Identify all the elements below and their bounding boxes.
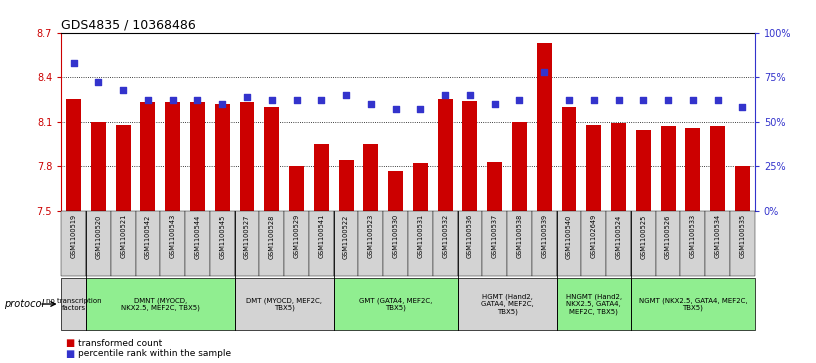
Text: GSM1100525: GSM1100525 (641, 214, 646, 258)
Text: no transcription
factors: no transcription factors (46, 298, 101, 310)
Point (463, 92, 477, 98)
Point (265, 97, 278, 103)
Text: GSM1100540: GSM1100540 (566, 214, 572, 258)
Bar (537, 43, 552, 211)
Text: DMNT (MYOCD,
NKX2.5, MEF2C, TBX5): DMNT (MYOCD, NKX2.5, MEF2C, TBX5) (121, 297, 200, 311)
Text: GSM1100528: GSM1100528 (268, 214, 275, 258)
Point (389, 106, 402, 112)
Text: protocol: protocol (4, 299, 44, 309)
Point (315, 97, 328, 103)
Text: GSM1100533: GSM1100533 (690, 214, 696, 258)
Text: GSM1100545: GSM1100545 (220, 214, 225, 258)
Bar (685, 127, 700, 211)
Point (414, 106, 427, 112)
Point (141, 97, 154, 103)
Point (92, 79, 105, 85)
Text: GSM1100541: GSM1100541 (318, 214, 324, 258)
Point (215, 101, 228, 107)
Text: GSM1100524: GSM1100524 (615, 214, 622, 258)
Text: GSM1100527: GSM1100527 (244, 214, 250, 258)
Bar (240, 102, 255, 211)
Bar (91, 122, 106, 211)
Text: GSM1100534: GSM1100534 (715, 214, 721, 258)
Text: GSM1100521: GSM1100521 (120, 214, 126, 258)
Point (538, 69, 551, 75)
Bar (116, 125, 131, 211)
Point (488, 101, 501, 107)
Point (636, 97, 650, 103)
Text: GDS4835 / 10368486: GDS4835 / 10368486 (61, 19, 196, 32)
Text: GSM1100523: GSM1100523 (368, 214, 374, 258)
Text: GSM1100538: GSM1100538 (517, 214, 522, 258)
Bar (437, 99, 453, 211)
Text: GSM1100539: GSM1100539 (541, 214, 548, 258)
Text: GSM1100543: GSM1100543 (170, 214, 175, 258)
Bar (463, 101, 477, 211)
Text: DMT (MYOCD, MEF2C,
TBX5): DMT (MYOCD, MEF2C, TBX5) (246, 297, 322, 311)
Text: GSM1100522: GSM1100522 (343, 214, 349, 258)
Bar (611, 123, 626, 211)
Text: GSM1100529: GSM1100529 (294, 214, 299, 258)
Bar (735, 166, 750, 211)
Text: ■: ■ (65, 338, 74, 348)
Bar (264, 107, 279, 211)
Point (711, 97, 724, 103)
Bar (314, 144, 329, 211)
Text: GSM1100536: GSM1100536 (467, 214, 473, 258)
Text: transformed count: transformed count (78, 339, 162, 347)
Bar (190, 102, 205, 211)
Text: HGMT (Hand2,
GATA4, MEF2C,
TBX5): HGMT (Hand2, GATA4, MEF2C, TBX5) (481, 294, 534, 314)
Bar (289, 166, 304, 211)
Bar (165, 102, 180, 211)
Point (339, 92, 353, 98)
Bar (710, 126, 725, 211)
Point (191, 97, 204, 103)
Text: GSM1100542: GSM1100542 (145, 214, 151, 258)
Bar (661, 126, 676, 211)
Text: ■: ■ (65, 349, 74, 359)
Bar (561, 107, 576, 211)
Point (662, 97, 675, 103)
Point (117, 87, 130, 93)
Point (513, 97, 526, 103)
Text: GSM1100530: GSM1100530 (392, 214, 398, 258)
Point (67, 60, 80, 66)
Bar (587, 125, 601, 211)
Point (364, 101, 377, 107)
Text: percentile rank within the sample: percentile rank within the sample (78, 350, 231, 358)
Text: GSM1100537: GSM1100537 (492, 214, 498, 258)
Bar (413, 163, 428, 211)
Bar (636, 130, 650, 211)
Point (562, 97, 575, 103)
Text: GSM1100520: GSM1100520 (95, 214, 101, 258)
Bar (140, 102, 155, 211)
Point (736, 105, 749, 110)
Text: GSM1100526: GSM1100526 (665, 214, 671, 258)
Bar (339, 160, 353, 211)
Text: GSM1100535: GSM1100535 (739, 214, 745, 258)
Bar (388, 171, 403, 211)
Text: NGMT (NKX2.5, GATA4, MEF2C,
TBX5): NGMT (NKX2.5, GATA4, MEF2C, TBX5) (639, 297, 747, 311)
Text: GSM1100519: GSM1100519 (71, 214, 77, 258)
Text: GMT (GATA4, MEF2C,
TBX5): GMT (GATA4, MEF2C, TBX5) (359, 297, 432, 311)
Bar (363, 144, 379, 211)
Point (612, 97, 625, 103)
Text: GSM1100544: GSM1100544 (194, 214, 201, 258)
Text: GSM1100532: GSM1100532 (442, 214, 448, 258)
Point (686, 97, 699, 103)
Bar (215, 104, 229, 211)
Point (241, 94, 254, 99)
Text: GSM1102649: GSM1102649 (591, 214, 596, 258)
Bar (487, 162, 502, 211)
Text: GSM1100531: GSM1100531 (418, 214, 424, 258)
Point (439, 92, 452, 98)
Bar (512, 122, 527, 211)
Point (588, 97, 601, 103)
Point (166, 97, 180, 103)
Bar (66, 99, 81, 211)
Text: HNGMT (Hand2,
NKX2.5, GATA4,
MEF2C, TBX5): HNGMT (Hand2, NKX2.5, GATA4, MEF2C, TBX5… (565, 294, 622, 314)
Point (290, 97, 303, 103)
